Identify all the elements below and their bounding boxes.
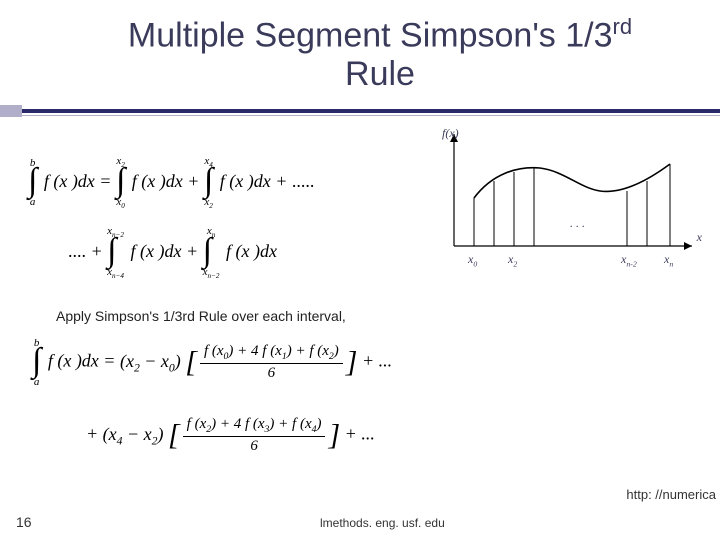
footer-url-left: lmethods. eng. usf. edu <box>320 516 445 530</box>
page-title: Multiple Segment Simpson's 1/3rd Rule <box>0 0 720 101</box>
accent-block <box>0 105 22 117</box>
chart-tick: xn-2 <box>621 252 637 268</box>
title-underline <box>22 109 720 117</box>
chart-tick: xn <box>664 252 673 268</box>
chart-dots: . . . <box>570 216 585 231</box>
title-line2: Rule <box>345 55 415 93</box>
apply-text: Apply Simpson's 1/3rd Rule over each int… <box>56 308 346 324</box>
chart-ylabel: f(x) <box>442 126 459 141</box>
footer-url-right: http: //numerica <box>626 487 716 502</box>
equation-4: + (x4 − x2) [ f (x2) + 4 f (x3) + f (x4)… <box>86 416 375 455</box>
title-main: Multiple Segment Simpson's 1/3 <box>128 16 613 54</box>
chart-xlabel: x <box>697 230 702 245</box>
equation-3: b∫a f (x )dx = (x2 − x0) [ f (x0) + 4 f … <box>32 337 392 388</box>
equation-1: b∫a f (x )dx = x2∫x0 f (x )dx + x4∫x2 f … <box>28 155 314 210</box>
chart-svg <box>422 126 702 276</box>
title-sup: rd <box>613 14 633 39</box>
page-number: 16 <box>16 514 32 530</box>
function-chart: f(x) x . . . x0 x2 xn-2 xn <box>422 126 702 276</box>
equation-2: .... + xn−2∫xn−4 f (x )dx + xn∫xn−2 f (x… <box>68 225 277 280</box>
slide: Multiple Segment Simpson's 1/3rd Rule b∫… <box>0 0 720 540</box>
chart-tick: x2 <box>508 252 517 268</box>
chart-tick: x0 <box>468 252 477 268</box>
